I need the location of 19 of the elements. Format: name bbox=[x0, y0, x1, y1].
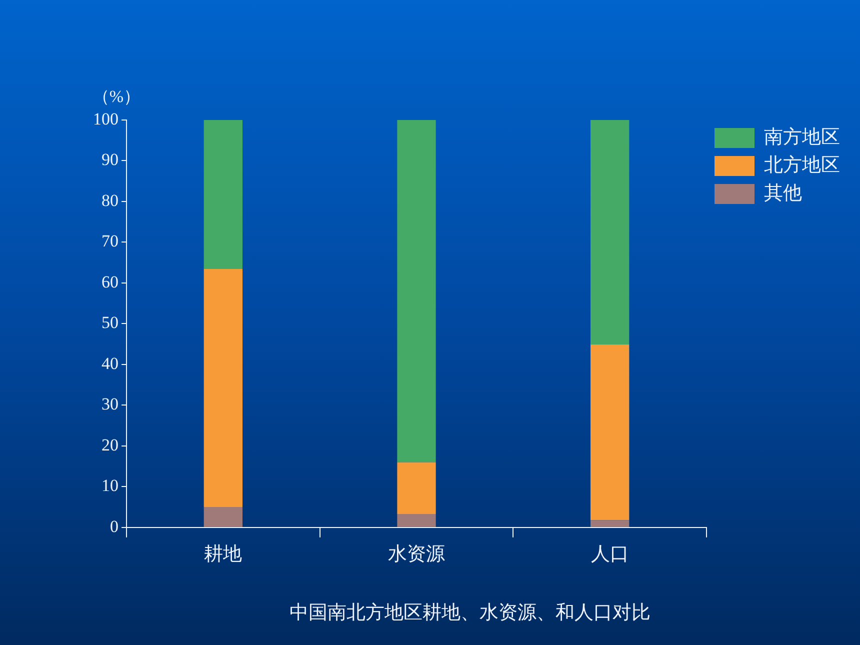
y-tick-label: 60 bbox=[102, 272, 118, 292]
x-tick-label: 人口 bbox=[590, 544, 629, 565]
text: 中国南北方地区耕地、水资源、和人口对比 bbox=[290, 602, 650, 624]
x-tick-label: 水资源 bbox=[388, 544, 445, 565]
y-tick-label: 90 bbox=[102, 150, 118, 170]
x-tick-label: 耕地 bbox=[204, 544, 242, 565]
y-tick-label: 100 bbox=[93, 109, 118, 128]
y-tick-label: 30 bbox=[102, 394, 118, 414]
y-tick-label: 70 bbox=[102, 232, 118, 251]
legend-label: 南方地区 bbox=[764, 126, 840, 148]
y-tick-label: 80 bbox=[102, 190, 118, 210]
y-tick-label: 20 bbox=[102, 435, 118, 454]
y-tick-label: 50 bbox=[102, 313, 118, 332]
y-tick-label: 0 bbox=[110, 516, 118, 536]
y-tick-label: 10 bbox=[102, 476, 118, 496]
legend-label: 北方地区 bbox=[764, 154, 840, 176]
y-axis-title: （%） bbox=[92, 86, 141, 106]
y-tick-label: 40 bbox=[102, 354, 118, 373]
legend-label: 其他 bbox=[764, 182, 802, 204]
